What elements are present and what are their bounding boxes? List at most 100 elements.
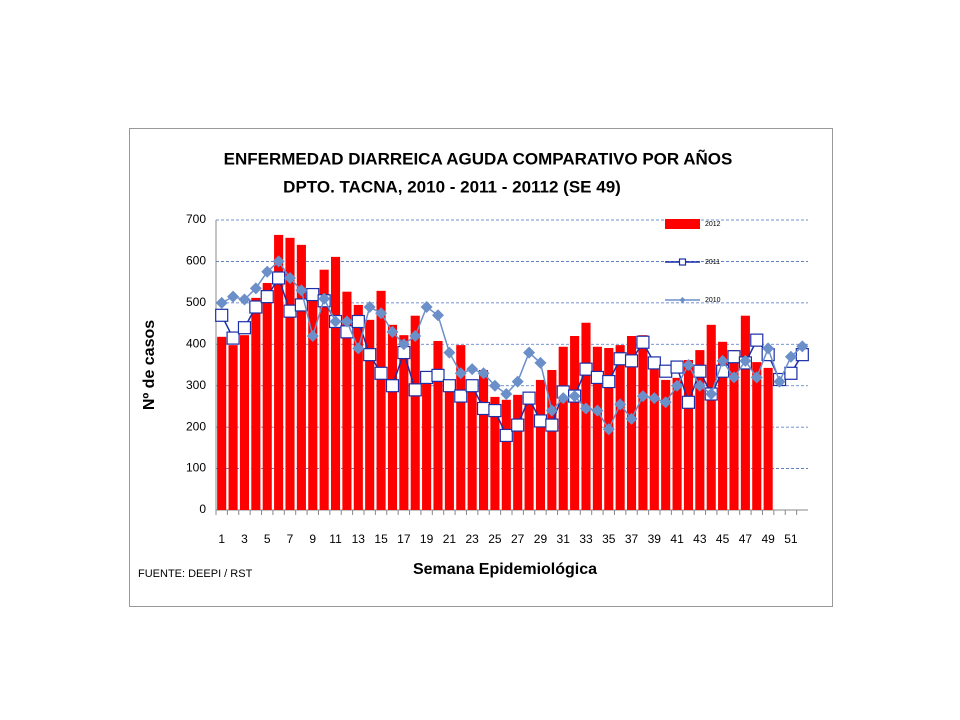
point-marker bbox=[351, 314, 365, 329]
x-tick-label: 31 bbox=[557, 532, 571, 546]
bar bbox=[399, 335, 409, 510]
point-marker bbox=[374, 366, 388, 380]
bar bbox=[581, 322, 591, 510]
bar bbox=[478, 369, 489, 510]
point-marker bbox=[466, 363, 479, 376]
bar bbox=[285, 237, 295, 511]
point-marker bbox=[454, 389, 468, 403]
x-tick-label: 47 bbox=[739, 532, 753, 546]
point-marker bbox=[590, 370, 604, 385]
point-marker bbox=[682, 359, 695, 371]
bar bbox=[296, 244, 306, 510]
point-marker bbox=[238, 293, 251, 306]
x-tick-label: 51 bbox=[784, 532, 798, 546]
bar bbox=[467, 389, 477, 510]
point-marker bbox=[340, 315, 353, 328]
point-marker bbox=[693, 364, 707, 378]
point-marker bbox=[648, 392, 661, 405]
point-marker bbox=[636, 335, 650, 349]
bar bbox=[490, 396, 500, 510]
y-tick-label: 400 bbox=[186, 336, 206, 350]
x-tick-label: 25 bbox=[488, 532, 502, 546]
point-marker bbox=[488, 379, 501, 392]
bar bbox=[444, 379, 454, 510]
bar bbox=[649, 360, 659, 510]
bar bbox=[319, 269, 329, 510]
bar bbox=[615, 345, 625, 510]
point-marker bbox=[534, 356, 547, 369]
point-marker bbox=[386, 325, 399, 338]
point-marker bbox=[511, 418, 525, 432]
bar bbox=[763, 367, 773, 510]
x-tick-label: 3 bbox=[241, 532, 248, 546]
point-marker bbox=[477, 367, 490, 380]
point-marker bbox=[750, 333, 764, 347]
point-marker bbox=[602, 423, 615, 436]
bar bbox=[547, 369, 557, 510]
point-marker bbox=[580, 402, 592, 415]
point-marker bbox=[613, 352, 627, 366]
point-marker bbox=[283, 304, 297, 318]
x-tick-label: 7 bbox=[287, 532, 294, 546]
point-marker bbox=[522, 391, 536, 405]
bar bbox=[718, 341, 728, 510]
point-marker bbox=[237, 321, 252, 335]
x-tick-label: 21 bbox=[443, 532, 457, 546]
legend-marker bbox=[679, 297, 686, 303]
x-tick-label: 33 bbox=[579, 532, 593, 546]
point-marker bbox=[318, 292, 331, 305]
point-marker bbox=[431, 368, 445, 382]
series-line bbox=[221, 260, 803, 431]
bar bbox=[638, 335, 648, 510]
x-tick-label: 23 bbox=[465, 532, 479, 546]
point-marker bbox=[249, 300, 263, 314]
point-marker bbox=[579, 362, 593, 376]
x-tick-label: 37 bbox=[625, 532, 639, 546]
chart-subtitle: DPTO. TACNA, 2010 - 2011 - 20112 (SE 49) bbox=[283, 177, 621, 196]
point-marker bbox=[671, 379, 684, 392]
point-marker bbox=[352, 342, 365, 355]
x-tick-label: 39 bbox=[648, 532, 662, 546]
bar bbox=[422, 372, 432, 510]
y-tick-label: 300 bbox=[186, 378, 206, 392]
point-marker bbox=[659, 364, 673, 378]
x-tick-label: 17 bbox=[397, 532, 411, 546]
bar bbox=[456, 345, 466, 510]
point-marker bbox=[442, 379, 456, 393]
y-tick-label: 700 bbox=[186, 212, 206, 226]
point-marker bbox=[465, 379, 479, 393]
bar bbox=[524, 394, 534, 510]
x-tick-label: 15 bbox=[374, 532, 388, 546]
bar bbox=[376, 290, 386, 510]
point-marker bbox=[420, 370, 434, 385]
point-marker bbox=[716, 354, 729, 367]
point-marker bbox=[409, 330, 422, 342]
legend-label: 2011 bbox=[705, 259, 720, 266]
bar bbox=[740, 315, 750, 510]
point-marker bbox=[397, 338, 410, 351]
point-marker bbox=[727, 350, 741, 364]
point-marker bbox=[295, 284, 308, 297]
point-marker bbox=[215, 296, 228, 309]
bar bbox=[695, 350, 705, 510]
point-marker bbox=[511, 375, 524, 388]
point-marker bbox=[625, 412, 638, 425]
point-marker bbox=[624, 354, 639, 368]
legend-label: 2010 bbox=[705, 297, 721, 304]
point-marker bbox=[272, 255, 285, 268]
bar bbox=[274, 234, 284, 510]
bar bbox=[387, 324, 398, 510]
x-tick-label: 43 bbox=[693, 532, 707, 546]
x-tick-label: 13 bbox=[352, 532, 366, 546]
x-tick-label: 11 bbox=[329, 532, 342, 546]
x-tick-label: 9 bbox=[309, 532, 316, 546]
point-marker bbox=[375, 307, 388, 320]
bar bbox=[251, 297, 261, 510]
point-marker bbox=[591, 404, 604, 417]
bar bbox=[661, 379, 671, 510]
x-tick-label: 45 bbox=[716, 532, 730, 546]
point-marker bbox=[306, 287, 320, 302]
point-marker bbox=[545, 418, 559, 432]
y-tick-label: 600 bbox=[186, 254, 206, 268]
